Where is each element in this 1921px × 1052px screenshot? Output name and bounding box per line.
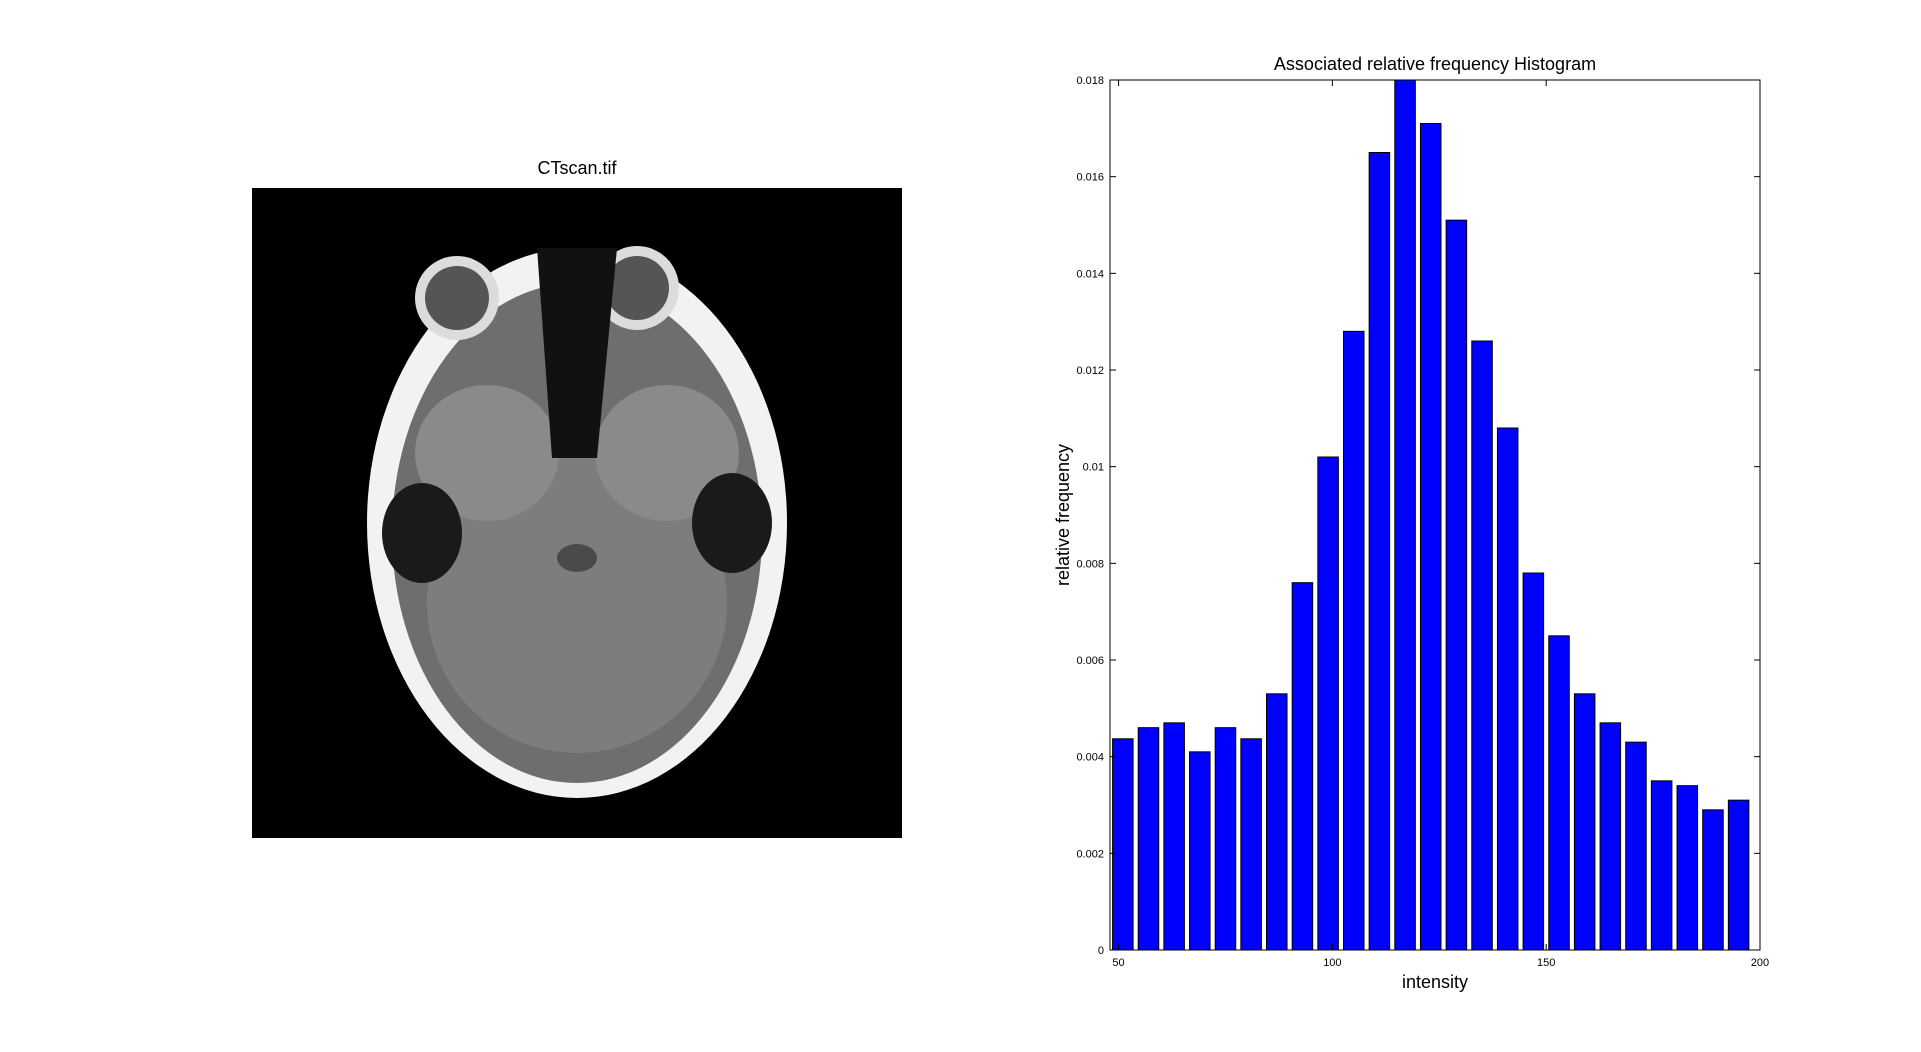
y-tick-label: 0.008 xyxy=(1076,558,1104,570)
histogram-bar xyxy=(1625,741,1647,951)
histogram-bar xyxy=(1214,727,1237,951)
histogram-bar xyxy=(1573,693,1596,951)
y-tick-label: 0.016 xyxy=(1076,172,1104,184)
histogram-bar xyxy=(1650,780,1673,951)
histogram-bar xyxy=(1317,456,1339,951)
histogram-bar xyxy=(1702,809,1724,951)
y-tick-label: 0.018 xyxy=(1076,75,1104,87)
histogram-bar xyxy=(1189,751,1211,951)
plot-frame xyxy=(1109,79,1761,951)
histogram-bar xyxy=(1240,738,1262,951)
histogram-bars xyxy=(1112,79,1750,951)
histogram-bar xyxy=(1342,330,1365,951)
x-tick-label: 150 xyxy=(1537,957,1555,969)
y-axis-label: relative frequency xyxy=(1053,444,1073,586)
histogram-bar xyxy=(1548,635,1570,951)
image-title: CTscan.tif xyxy=(537,158,617,178)
histogram-bar xyxy=(1599,722,1622,951)
histogram-bar xyxy=(1419,123,1442,951)
x-axis-label: intensity xyxy=(1402,972,1468,992)
x-tick-label: 100 xyxy=(1323,957,1341,969)
x-tick-label: 200 xyxy=(1751,957,1769,969)
histogram-bar xyxy=(1394,79,1416,951)
histogram-bar xyxy=(1727,799,1750,951)
chart-title: Associated relative frequency Histogram xyxy=(1274,54,1596,74)
y-tick-label: 0.014 xyxy=(1076,268,1104,280)
histogram-bar xyxy=(1445,219,1468,951)
histogram-bar xyxy=(1137,727,1160,951)
histogram-bar xyxy=(1522,572,1545,951)
ct-scan-image xyxy=(252,188,902,838)
histogram-bar xyxy=(1266,693,1288,951)
y-tick-label: 0.006 xyxy=(1076,655,1104,667)
y-tick-label: 0.012 xyxy=(1076,365,1104,377)
histogram-bar xyxy=(1163,722,1185,951)
x-tick-label: 50 xyxy=(1112,957,1124,969)
histogram-bar xyxy=(1291,582,1314,951)
y-tick-label: 0.01 xyxy=(1083,462,1104,474)
histogram-bar xyxy=(1676,785,1699,951)
y-tick-label: 0.004 xyxy=(1076,752,1104,764)
axis-ticks: 0 0.002 0.004 0.006 0.008 0.01 0.012 0.014 0.016… xyxy=(1076,75,1769,969)
y-tick-label: 0 xyxy=(1098,945,1104,957)
histogram-bar xyxy=(1368,152,1391,951)
histogram-bar xyxy=(1471,340,1493,951)
histogram-bar xyxy=(1496,427,1519,951)
histogram-bar xyxy=(1112,738,1134,951)
y-tick-label: 0.002 xyxy=(1076,848,1104,860)
